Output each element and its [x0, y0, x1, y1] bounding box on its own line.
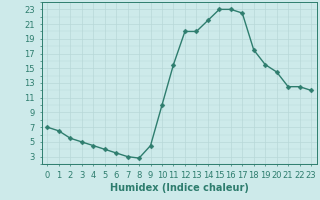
X-axis label: Humidex (Indice chaleur): Humidex (Indice chaleur) [110, 183, 249, 193]
